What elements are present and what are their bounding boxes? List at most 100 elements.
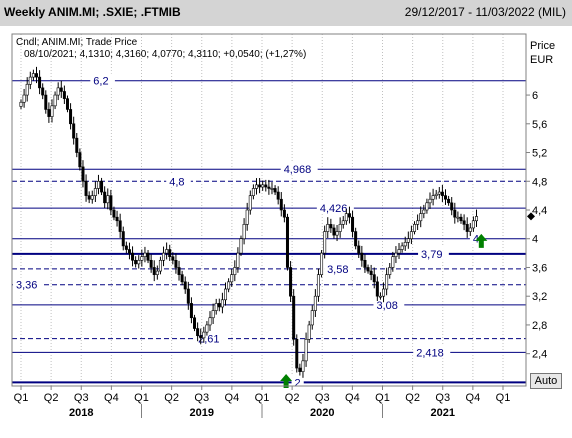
level-label-bg (280, 162, 318, 176)
candle-body (180, 274, 184, 283)
y-tick-label: 2,8 (532, 320, 547, 332)
level-label-bg (166, 174, 191, 188)
candle-body (44, 94, 48, 110)
candle-body (134, 259, 138, 265)
x-tick-label: Q4 (345, 392, 360, 404)
candle-body (326, 224, 330, 232)
candle-body (444, 195, 448, 200)
candle-body (313, 295, 317, 311)
candle-body (47, 109, 51, 117)
candle-body (196, 328, 200, 337)
candle-body (146, 252, 150, 261)
candle-body (431, 195, 435, 200)
y-tick-label: 6 (532, 90, 538, 102)
x-year-label: 2018 (69, 407, 93, 419)
level-label: 2 (295, 377, 301, 389)
x-tick-label: Q2 (44, 392, 59, 404)
candle-body (233, 267, 237, 275)
candle-body (96, 180, 100, 189)
candle-body (224, 288, 228, 301)
candle-body (25, 83, 29, 96)
candle-body (474, 216, 478, 222)
candle-body (62, 91, 66, 99)
x-tick-label: Q3 (435, 392, 450, 404)
candle-body (409, 231, 413, 240)
legend-line-1: Cndl; ANIM.MI; Trade Price (16, 37, 138, 48)
date-range: 29/12/2017 - 11/03/2022 (MIL) (404, 5, 566, 19)
candle-body (289, 267, 293, 297)
x-year-label: 2021 (431, 407, 455, 419)
candle-body (106, 195, 110, 204)
candle-body (165, 249, 169, 254)
candle-body (261, 184, 265, 188)
legend-line-2: 08/10/2021; 4,1310; 4,3160; 4,0770; 4,31… (24, 49, 306, 60)
candle-body (41, 87, 45, 96)
candle-body (406, 238, 410, 243)
candle-body (456, 216, 460, 219)
x-year-label: 2020 (310, 407, 334, 419)
price-chart[interactable]: 6,24,9684,84,42643,793,583,363,082,612,4… (0, 26, 572, 438)
candle-body (258, 184, 262, 188)
candle-body (366, 267, 370, 272)
candle-body (267, 186, 271, 189)
candle-body (344, 213, 348, 222)
candle-body (31, 73, 35, 78)
candle-body (186, 288, 190, 304)
candle-body (400, 245, 404, 250)
candle-body (34, 73, 38, 78)
level-label: 3,08 (376, 300, 397, 312)
candle-body (124, 245, 128, 250)
x-tick-label: Q2 (285, 392, 300, 404)
candle-body (103, 191, 107, 204)
candle-body (450, 202, 454, 211)
buy-arrow-icon (475, 233, 488, 248)
candle-body (118, 220, 122, 232)
candle-body (316, 274, 320, 297)
x-year-label: 2019 (190, 407, 214, 419)
candle-body (295, 339, 299, 369)
candle-body (416, 220, 420, 225)
candle-body (93, 188, 97, 196)
level-label-bg (373, 297, 405, 311)
x-tick-label: Q1 (14, 392, 29, 404)
level-label: 4,426 (320, 203, 348, 215)
candle-body (425, 202, 429, 211)
candle-body (199, 335, 203, 339)
y-tick-label: 2,4 (532, 349, 547, 361)
candle-body (397, 249, 401, 254)
candle-body (155, 270, 159, 275)
candle-body (69, 109, 73, 125)
level-label-bg (316, 201, 354, 215)
candle-body (90, 195, 94, 200)
candle-body (239, 238, 243, 254)
y-tick-label: 3,2 (532, 291, 547, 303)
level-label: 2,61 (198, 334, 219, 346)
level-label-bg (90, 73, 115, 87)
candle-body (211, 310, 215, 319)
candle-body (437, 191, 441, 195)
x-tick-label: Q2 (405, 392, 420, 404)
candle-body (217, 303, 221, 308)
level-label: 4 (473, 234, 479, 246)
candle-body (276, 191, 280, 200)
candle-body (385, 274, 389, 290)
candle-body (75, 137, 79, 153)
auto-scale-button[interactable]: Auto (530, 373, 562, 389)
candle-body (251, 188, 255, 196)
candle-body (301, 360, 305, 372)
candle-body (143, 252, 147, 257)
candle-body (382, 288, 386, 297)
axis-currency-label: EUR (530, 54, 553, 66)
candle-body (208, 317, 212, 326)
candle-body (149, 259, 153, 268)
candle-body (264, 184, 268, 188)
level-label: 3,79 (421, 249, 442, 261)
candle-body (220, 299, 224, 308)
candle-body (453, 209, 457, 218)
candle-body (375, 281, 379, 297)
candle-body (298, 367, 302, 372)
last-price-marker (527, 212, 535, 221)
candle-body (19, 101, 23, 107)
x-tick-label: Q4 (104, 392, 119, 404)
candle-body (59, 87, 63, 92)
